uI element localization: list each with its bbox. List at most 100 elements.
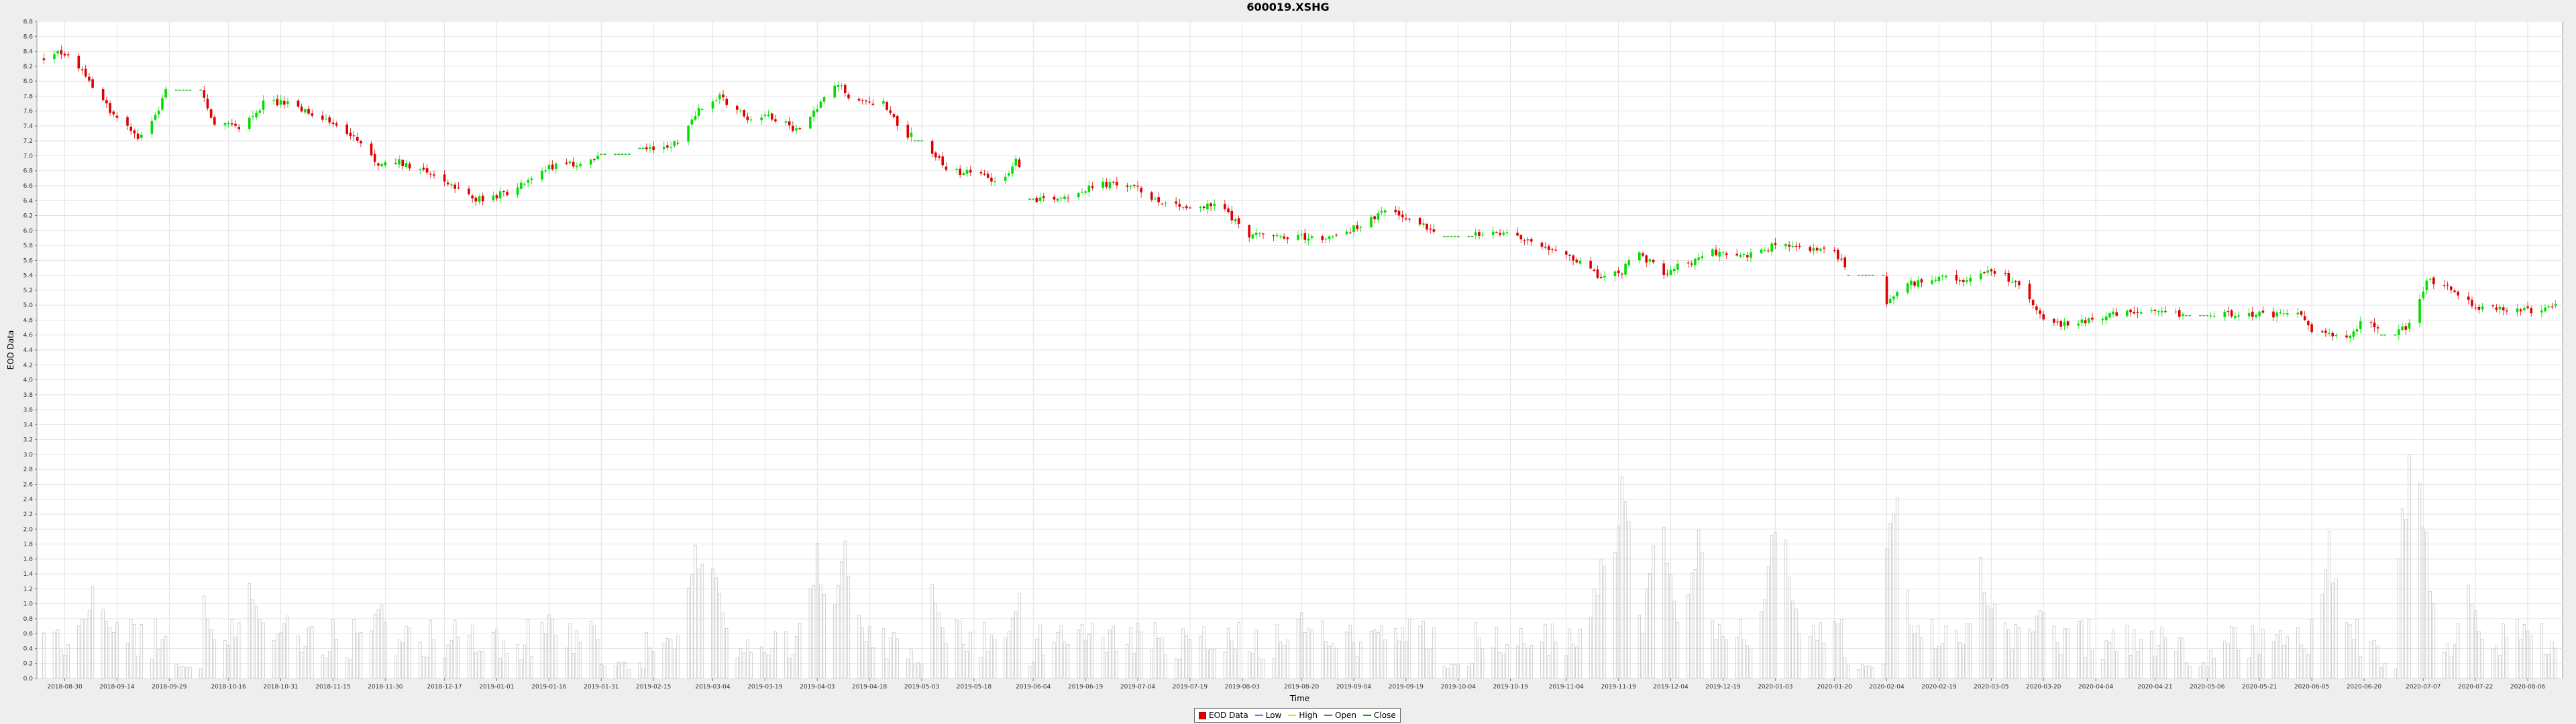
- volume-bar: [1056, 631, 1059, 679]
- volume-bar: [2418, 483, 2422, 679]
- candle-down: [1272, 235, 1275, 237]
- volume-bar: [1839, 619, 1843, 679]
- volume-bar: [2467, 585, 2470, 679]
- x-tick-label: 2019-04-03: [800, 684, 835, 690]
- volume-bar: [2397, 558, 2401, 679]
- y-tick-label: 2.8: [23, 467, 34, 473]
- candle-up: [1502, 233, 1505, 235]
- volume-bar: [1843, 658, 1847, 679]
- candle-down: [1955, 274, 1958, 281]
- volume-bar: [1053, 642, 1056, 679]
- volume-bar: [1185, 635, 1188, 679]
- volume-bar: [1355, 656, 1359, 679]
- candle-down: [133, 130, 136, 134]
- volume-bar: [1836, 623, 1840, 679]
- volume-bar: [1209, 648, 1213, 679]
- candle-down: [572, 162, 575, 167]
- volume-bar: [1627, 521, 1631, 679]
- candle-down: [2376, 327, 2379, 329]
- y-tick-label: 4.0: [23, 377, 34, 384]
- volume-bar: [1895, 497, 1899, 679]
- candle-down: [2230, 310, 2233, 317]
- volume-bar: [958, 621, 962, 679]
- candle-up: [955, 168, 958, 170]
- candle-down: [2129, 309, 2132, 312]
- volume-bar: [962, 644, 965, 679]
- candle-up: [2544, 307, 2546, 312]
- candle-down: [1572, 255, 1574, 261]
- candle-down: [2031, 300, 2035, 306]
- candle-up: [2428, 278, 2432, 280]
- volume-bar: [2233, 627, 2237, 679]
- volume-bar: [1965, 623, 1969, 679]
- candle-up: [1711, 249, 1714, 257]
- candle-down: [1237, 218, 1240, 224]
- axis-layer: 0.0 0.2 0.4 0.6 0.8 1.0 1.2 1.4 1.6 1.8 2.0 2.2 2.4 2…: [6, 19, 2545, 703]
- volume-bar: [551, 619, 554, 679]
- x-tick-label: 2019-08-03: [1225, 684, 1260, 690]
- candle-down: [844, 84, 847, 94]
- candle-up: [1332, 236, 1334, 237]
- volume-bar: [1091, 622, 1094, 679]
- volume-bar: [833, 604, 837, 679]
- candle-down: [1230, 210, 1234, 221]
- candle-down: [945, 166, 948, 170]
- candle-down: [1519, 235, 1523, 240]
- candle-up: [994, 181, 996, 182]
- volume-bar: [66, 644, 70, 679]
- volume-bar: [2003, 622, 2007, 679]
- y-tick-label: 5.2: [23, 288, 33, 294]
- candle-up: [2352, 331, 2355, 337]
- candle-down: [80, 69, 84, 70]
- candle-down: [77, 56, 80, 69]
- candle-down: [1599, 276, 1603, 278]
- candle-down: [2519, 309, 2522, 312]
- candle-down: [495, 195, 498, 198]
- candle-up: [1697, 257, 1700, 260]
- volume-bar: [2101, 659, 2104, 679]
- candle-down: [736, 105, 739, 110]
- candle-down: [335, 123, 338, 126]
- candle-up: [1087, 185, 1091, 192]
- volume-bar: [1150, 650, 1153, 679]
- volume-bar: [276, 634, 279, 679]
- volume-bar: [1505, 644, 1509, 679]
- volume-bar: [1205, 650, 1210, 679]
- volume-bar: [1446, 668, 1450, 679]
- candle-down: [2345, 335, 2348, 338]
- volume-bar: [1254, 629, 1258, 679]
- candle-down: [725, 99, 729, 105]
- volume-bar: [2133, 629, 2136, 679]
- x-tick-label: 2019-07-19: [1173, 684, 1208, 690]
- volume-bar: [272, 640, 276, 679]
- candle-up: [1603, 276, 1606, 278]
- y-tick-label: 0.2: [23, 661, 33, 668]
- x-tick-label: 2019-02-15: [636, 684, 671, 690]
- volume-bar: [1321, 620, 1324, 679]
- candle-down: [1286, 237, 1289, 239]
- volume-bar: [1394, 628, 1397, 679]
- y-tick-label: 3.2: [23, 437, 33, 444]
- volume-bar: [714, 577, 718, 679]
- candle-up: [2286, 313, 2289, 315]
- candle-up: [2258, 311, 2261, 316]
- volume-bar: [770, 648, 773, 679]
- candle-down: [1303, 233, 1307, 240]
- candle-up: [1750, 252, 1752, 258]
- candle-up: [1275, 235, 1279, 237]
- x-tick-label: 2019-12-04: [1653, 684, 1688, 690]
- candle-down: [792, 125, 794, 131]
- volume-bar: [230, 619, 234, 679]
- volume-bar: [906, 658, 910, 679]
- candle-up: [1234, 219, 1237, 222]
- volume-bar: [405, 625, 408, 679]
- volume-bar: [1059, 625, 1063, 679]
- volume-bar: [1303, 631, 1307, 679]
- volume-bar: [125, 643, 129, 679]
- candle-down: [1823, 247, 1825, 249]
- volume-bar: [1787, 576, 1791, 679]
- candle-down: [321, 115, 324, 120]
- candle-up: [1383, 210, 1387, 213]
- candle-down: [2471, 300, 2473, 306]
- candle-up: [258, 110, 262, 113]
